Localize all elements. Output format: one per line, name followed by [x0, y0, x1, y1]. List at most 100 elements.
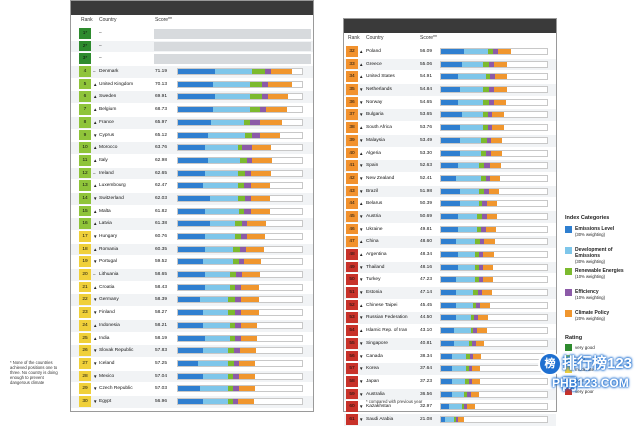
score-bar-efficiency: [475, 302, 481, 308]
score-bar-climate-policy: [259, 132, 280, 138]
score-bar: [177, 182, 303, 190]
table-top-bar: [71, 1, 313, 15]
score-bar-development-of-emissions: [457, 226, 478, 232]
score-bar-efficiency: [468, 366, 472, 372]
score-bar-development-of-emissions: [460, 150, 482, 156]
score-value: 69.91: [155, 94, 168, 100]
score-bar: [177, 372, 303, 380]
score-bar-climate-policy: [484, 239, 496, 245]
score-value: 52.63: [420, 163, 433, 169]
score-bar-renewable-energies: [227, 297, 236, 303]
score-value: 54.91: [420, 74, 433, 80]
score-bar-development-of-emissions: [205, 145, 238, 151]
score-bar-climate-policy: [241, 297, 259, 303]
table-row: 30 ▼ Egypt 56.96: [71, 395, 313, 409]
score-bar-efficiency: [471, 340, 476, 346]
score-bar-climate-policy: [482, 290, 492, 296]
score-bar: [440, 289, 548, 297]
score-bar-renewable-energies: [249, 94, 263, 100]
score-bar-emissions-level: [441, 188, 461, 194]
score-value: 65.12: [155, 132, 168, 138]
header-score: Score**: [155, 17, 172, 23]
score-bar-renewable-energies: [487, 49, 493, 54]
rank-cell: 49: [346, 261, 358, 273]
table-row: 14 ▼ Switzerland 62.03: [71, 192, 313, 206]
rank-cell: 22: [79, 294, 91, 306]
country-name: Greece: [366, 61, 382, 67]
table-row: 55 ▼ Singapore 40.81: [344, 337, 556, 351]
score-bar-renewable-energies: [479, 188, 485, 194]
score-bar-development-of-emissions: [205, 234, 236, 239]
score-bar-renewable-energies: [481, 137, 487, 143]
header-rank: Rank: [81, 17, 93, 23]
score-bar-efficiency: [233, 360, 239, 366]
score-bar-renewable-energies: [472, 302, 476, 308]
rank-cell: 43: [346, 185, 358, 197]
score-bar-efficiency: [481, 226, 486, 232]
country-name: Turkey: [366, 277, 381, 283]
rank-cell: 42: [346, 172, 358, 184]
score-bar-development-of-emissions: [460, 137, 482, 143]
rating-title: Rating: [565, 335, 583, 341]
score-bar-renewable-energies: [227, 360, 234, 366]
score-bar-efficiency: [232, 386, 239, 392]
legend-label: Development of Emissions: [575, 247, 613, 259]
score-bar: [440, 327, 548, 335]
watermark-url: PHB123.COM: [552, 376, 629, 390]
score-bar: [177, 156, 303, 164]
score-bar-efficiency: [488, 61, 494, 67]
trend-arrow: ▲: [359, 61, 364, 67]
trend-arrow: ▼: [359, 226, 364, 232]
table-row: 13 ▲ Luxembourg 62.47: [71, 180, 313, 193]
trend-arrow: ▼: [359, 137, 364, 143]
trend-arrow: ▲: [93, 145, 98, 151]
rank-cell: 1*: [79, 28, 91, 39]
score-value: 71.19: [155, 69, 168, 75]
score-bar-efficiency: [241, 234, 248, 239]
score-bar: [440, 352, 548, 360]
score-bar-emissions-level: [441, 366, 452, 372]
score-bar-climate-policy: [251, 195, 270, 201]
score-bar-renewable-energies: [474, 277, 480, 283]
rank-cell: 16: [79, 218, 91, 229]
watermark-brand: 排行榜123网: [562, 355, 633, 393]
legend-title: Index Categories: [565, 215, 610, 221]
country-name: Romania: [99, 246, 119, 252]
trend-arrow: ▲: [93, 322, 98, 328]
score-bar-efficiency: [478, 290, 483, 296]
rank-cell: 3*: [79, 53, 91, 65]
score-bar-emissions-level: [178, 373, 203, 379]
trend-arrow: –: [93, 272, 96, 278]
table-row: 53 ▼ Russian Federation 44.50: [344, 312, 556, 326]
score-value: 49.81: [420, 226, 433, 232]
score-bar-renewable-energies: [249, 107, 260, 113]
score-bar-climate-policy: [490, 137, 503, 143]
trend-arrow: ▼: [359, 366, 364, 372]
score-bar: [177, 194, 303, 202]
score-bar-efficiency: [472, 328, 478, 334]
rank-cell: 39: [346, 134, 358, 146]
score-bar-development-of-emissions: [212, 107, 250, 113]
country-name: Lithuania: [99, 272, 119, 278]
trend-arrow: ▲: [359, 125, 364, 131]
score-bar-emissions-level: [441, 252, 458, 257]
score-bar-emissions-level: [178, 145, 206, 151]
score-bar-development-of-emissions: [210, 195, 238, 201]
table-row: 5 ▲ United Kingdom 70.13: [71, 78, 313, 92]
score-bar: [440, 314, 548, 322]
country-name: Hungary: [99, 234, 118, 239]
score-bar-climate-policy: [491, 112, 504, 118]
score-bar-emissions-level: [441, 404, 450, 410]
score-bar-efficiency: [487, 112, 492, 118]
score-bar-emissions-level: [178, 348, 203, 354]
score-bar: [177, 334, 303, 342]
score-bar-renewable-energies: [235, 221, 243, 227]
score-bar-renewable-energies: [243, 119, 250, 125]
score-bar-development-of-emissions: [210, 221, 236, 227]
score-bar: [177, 118, 303, 126]
score-bar-emissions-level: [441, 163, 458, 169]
score-bar-development-of-emissions: [457, 99, 484, 105]
score-bar-development-of-emissions: [215, 69, 253, 75]
trend-arrow: ▼: [359, 378, 364, 384]
score-bar-climate-policy: [242, 272, 260, 278]
